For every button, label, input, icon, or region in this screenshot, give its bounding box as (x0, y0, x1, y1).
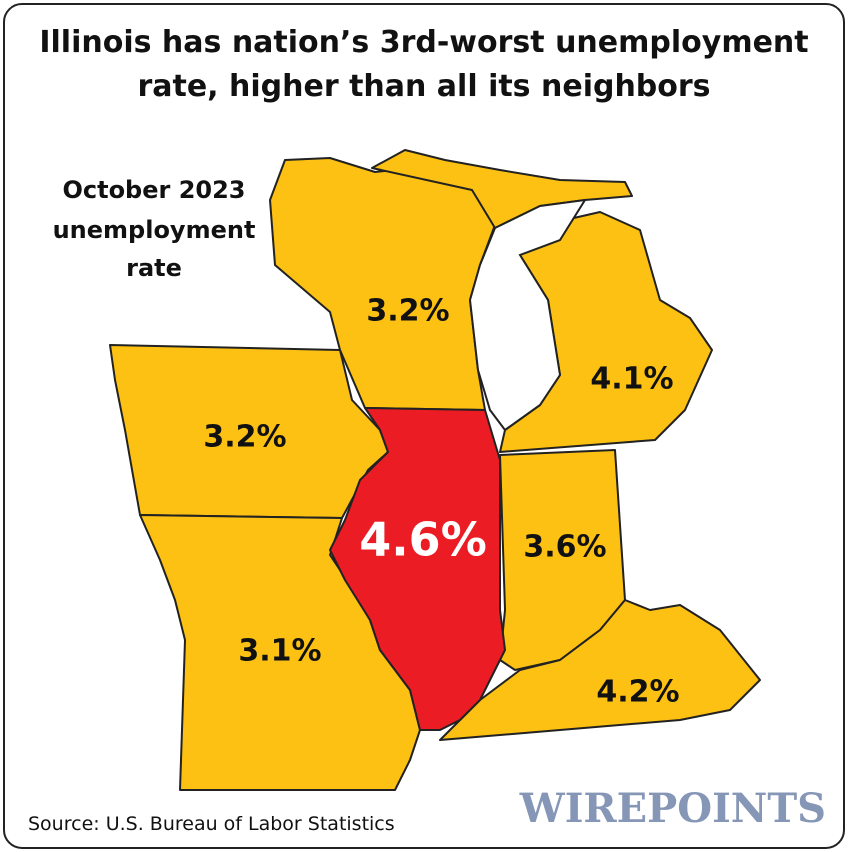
state-michigan-upper (371, 149, 633, 229)
region-label: 3.6% (523, 530, 606, 565)
state-kentucky (439, 599, 761, 741)
source: Source: U.S. Bureau of Labor Statistics (28, 813, 395, 835)
region-label: 4.2% (596, 675, 679, 710)
region-label-highlight: 4.6% (359, 513, 487, 567)
region-label: 4.1% (590, 362, 673, 397)
lake-michigan (468, 198, 587, 432)
legend-line: unemployment (53, 216, 256, 244)
state-iowa (109, 344, 389, 519)
title: Illinois has nation’s 3rd-worst unemploy… (39, 25, 808, 60)
legend-line: October 2023 (62, 176, 245, 204)
title-line: Illinois has nation’s 3rd-worst unemploy… (39, 25, 808, 104)
logo: WIREPOINTS (519, 785, 826, 832)
state-illinois (329, 407, 506, 731)
title-line-2: rate, higher than all its neighbors (137, 69, 710, 104)
region-label: 3.1% (238, 634, 321, 669)
region-label: 3.2% (203, 420, 286, 455)
legend-line: rate (126, 254, 182, 282)
region-label: 3.2% (366, 294, 449, 329)
